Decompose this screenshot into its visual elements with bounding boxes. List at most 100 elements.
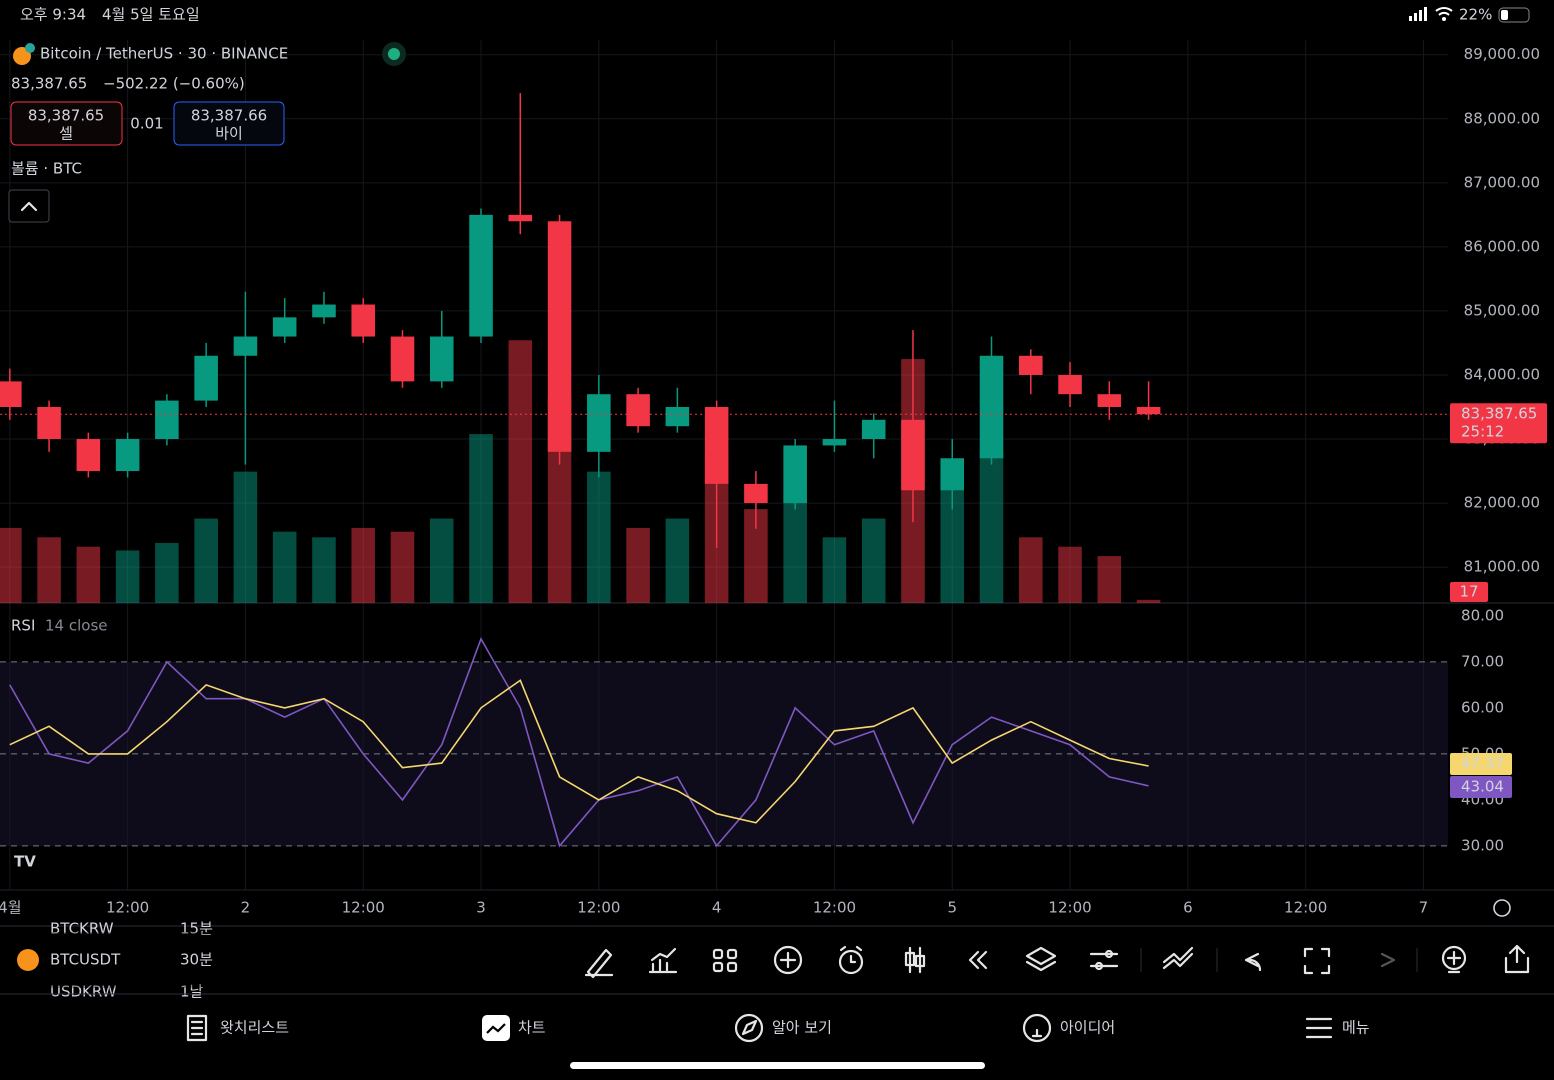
status-date: 4월 5일 토요일 <box>102 6 200 24</box>
menu-icon <box>1305 1017 1333 1039</box>
settings-icon[interactable] <box>1089 952 1119 968</box>
buy-label: 바이 <box>215 125 243 143</box>
candle-body <box>940 458 965 491</box>
toolbar-shade <box>0 932 560 988</box>
wifi-icon <box>1435 7 1453 16</box>
settings-icon[interactable] <box>1493 899 1511 917</box>
plot-layer <box>0 93 1448 848</box>
volume-bar <box>0 527 22 603</box>
candle-body <box>272 317 297 337</box>
x-tick-label: 2 <box>241 899 251 917</box>
volume-badge <box>1450 582 1488 602</box>
redo-icon[interactable] <box>1380 952 1396 968</box>
candle-body <box>37 407 61 440</box>
candle-body <box>1136 407 1161 415</box>
x-tick-label: 4월 <box>0 899 21 917</box>
volume-bar <box>233 471 258 603</box>
volume-bar <box>626 527 650 603</box>
battery-percent: 22% <box>1459 6 1492 24</box>
sell-button[interactable] <box>10 101 123 146</box>
y-tick-label: 60.00 <box>1461 698 1504 716</box>
y-tick-label: 80.00 <box>1461 606 1504 624</box>
rsi-line <box>9 679 1149 824</box>
candle-body <box>979 355 1004 459</box>
share-icon[interactable] <box>1504 944 1530 974</box>
candle-body <box>901 419 925 491</box>
candle-body <box>783 445 807 504</box>
battery-level <box>1501 10 1508 20</box>
volume-bar <box>665 518 690 603</box>
candle-body <box>0 381 22 408</box>
wifi-icon <box>1442 17 1446 21</box>
volume-bar <box>390 531 415 603</box>
collapse-button[interactable] <box>8 189 50 223</box>
volume-bar <box>1018 537 1043 603</box>
value-badge <box>1450 753 1512 775</box>
tab-label[interactable]: 왓치리스트 <box>220 1019 289 1037</box>
volume-bar <box>1097 556 1122 603</box>
layers-icon[interactable] <box>1025 946 1057 972</box>
draw-icon[interactable] <box>584 948 614 979</box>
buy-button[interactable] <box>173 101 285 146</box>
toolbar-symbol[interactable]: BTCUSDT <box>50 951 121 969</box>
volume-bar <box>1058 546 1082 603</box>
ghost-symbol: BTCKRW <box>50 920 114 938</box>
y-tick-label: 84,000.00 <box>1464 365 1540 383</box>
tab-label[interactable]: 메뉴 <box>1342 1019 1370 1037</box>
candle-body <box>1097 394 1122 408</box>
coin-icon <box>17 949 39 971</box>
value-badge <box>1450 776 1512 798</box>
candle-body <box>155 400 179 440</box>
x-tick-label: 12:00 <box>1284 899 1327 917</box>
fullscreen-icon[interactable] <box>1303 947 1331 975</box>
idea-icon[interactable] <box>1441 945 1467 971</box>
countdown-label: 25:12 <box>1461 423 1504 441</box>
tab-label[interactable]: 아이디어 <box>1060 1019 1115 1037</box>
volume-bar <box>1136 599 1161 603</box>
candle-body <box>704 407 729 484</box>
compare-icon[interactable] <box>1162 946 1194 970</box>
ghost-interval: 15분 <box>180 920 213 938</box>
rsi-title: RSI <box>11 617 35 635</box>
last-price-label: 83,387.65 <box>1461 405 1537 423</box>
x-tick-label: 3 <box>476 899 486 917</box>
value-badge-label: 47.37 <box>1461 755 1504 773</box>
tab-label[interactable]: 알아 보기 <box>772 1019 832 1037</box>
candle-body <box>390 336 415 382</box>
toolbar-interval[interactable]: 30분 <box>180 951 213 969</box>
tab-label[interactable]: 차트 <box>518 1019 546 1037</box>
volume-bar <box>351 527 376 603</box>
x-tick-label: 6 <box>1183 899 1193 917</box>
candle-body <box>547 221 572 452</box>
add-icon[interactable] <box>773 945 803 975</box>
volume-bar <box>587 471 611 603</box>
value-badge-label: 43.04 <box>1461 778 1504 796</box>
volume-title: 볼륨 · BTC <box>11 160 82 178</box>
tv-logo: TV <box>14 853 36 871</box>
volume-bar <box>194 518 218 603</box>
indicator-icon[interactable] <box>648 947 678 974</box>
x-tick-label: 12:00 <box>342 899 385 917</box>
candle-body <box>429 336 454 382</box>
layout-icon[interactable] <box>712 948 724 960</box>
volume-bar <box>429 518 454 603</box>
candle-body <box>351 304 376 337</box>
rsi-line <box>9 637 1149 848</box>
rsi-subtitle: 14 close <box>45 617 108 635</box>
coin-icon <box>25 43 35 53</box>
volume-bar <box>155 542 179 603</box>
candle-body <box>115 439 140 472</box>
y-tick-label: 88,000.00 <box>1464 109 1540 127</box>
x-tick-label: 12:00 <box>813 899 856 917</box>
chart-tab-icon <box>486 1023 506 1034</box>
undo-icon[interactable] <box>1244 952 1262 972</box>
header-change: −502.22 (−0.60%) <box>103 75 245 93</box>
replay-icon[interactable] <box>968 950 988 970</box>
volume-bar <box>979 452 1004 603</box>
alert-icon[interactable] <box>838 949 864 975</box>
symbol-title[interactable]: Bitcoin / TetherUS · 30 · BINANCE <box>40 45 288 63</box>
volume-bar <box>76 546 101 603</box>
sell-label: 셀 <box>59 125 73 143</box>
candle-body <box>1058 374 1082 395</box>
